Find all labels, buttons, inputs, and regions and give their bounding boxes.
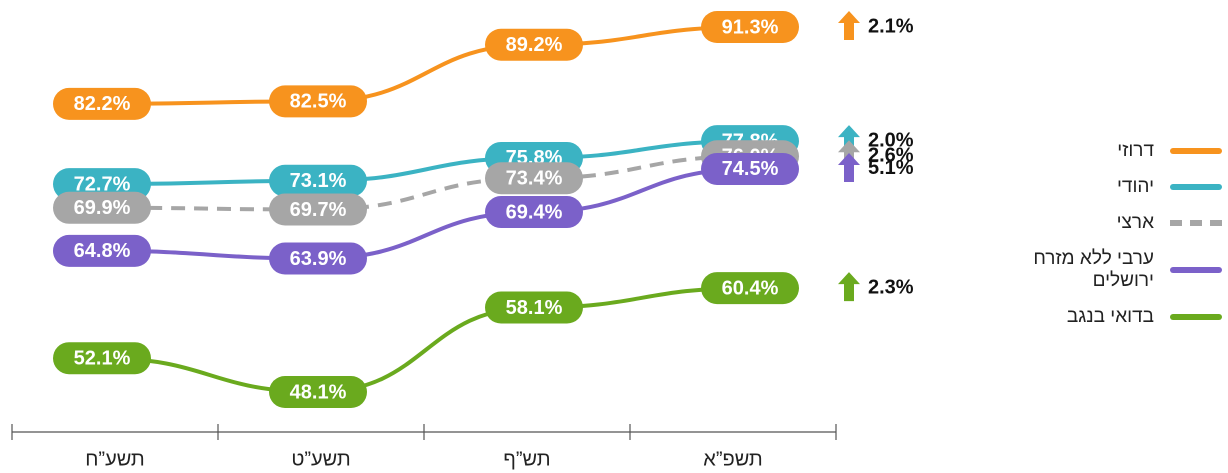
data-label: 52.1% bbox=[74, 347, 131, 369]
legend-swatch bbox=[1170, 148, 1222, 154]
x-tick-label: תש”ף bbox=[503, 448, 550, 470]
data-label: 48.1% bbox=[290, 381, 347, 403]
data-label-bg bbox=[53, 234, 151, 267]
series-line bbox=[101, 286, 751, 395]
legend-swatch bbox=[1170, 314, 1222, 320]
series-line bbox=[101, 139, 751, 187]
data-label-bg bbox=[269, 376, 367, 408]
data-label: 74.5% bbox=[722, 158, 779, 180]
series-line bbox=[101, 166, 751, 261]
data-label-bg bbox=[701, 272, 799, 305]
data-label: 63.9% bbox=[290, 248, 347, 270]
data-label-bg bbox=[485, 28, 583, 61]
data-label-bg bbox=[701, 11, 799, 43]
legend-label: בדואי בנגב bbox=[1066, 306, 1154, 327]
change-label: 2.6% bbox=[868, 145, 914, 167]
legend: דרוזי יהודי ארצי ערבי ללא מזרח ירושלים בדואי… bbox=[960, 140, 1222, 328]
data-label: 69.7% bbox=[290, 199, 347, 221]
data-label-bg bbox=[53, 191, 151, 224]
legend-label: דרוזי bbox=[1117, 140, 1154, 161]
x-tick-label: תשע”ח bbox=[85, 448, 144, 470]
data-label-bg bbox=[53, 87, 151, 120]
legend-label: יהודי bbox=[1117, 176, 1154, 197]
change-arrow bbox=[838, 152, 860, 182]
change-label: 2.0% bbox=[868, 129, 914, 151]
data-label: 64.8% bbox=[74, 240, 131, 262]
series-line bbox=[101, 154, 751, 212]
data-label: 89.2% bbox=[506, 34, 563, 56]
legend-label: ארצי bbox=[1116, 212, 1154, 233]
legend-item: בדואי בנגב bbox=[960, 306, 1222, 328]
data-label: 60.4% bbox=[722, 277, 779, 299]
series-line bbox=[101, 25, 751, 106]
data-label-bg bbox=[485, 162, 583, 195]
data-label-bg bbox=[485, 196, 583, 229]
data-label-bg bbox=[269, 193, 367, 226]
legend-item: ערבי ללא מזרח ירושלים bbox=[960, 248, 1222, 292]
legend-label: ערבי ללא מזרח ירושלים bbox=[1033, 248, 1154, 291]
legend-swatch bbox=[1170, 184, 1222, 190]
x-tick-label: תשפ”א bbox=[703, 448, 762, 470]
data-label: 82.5% bbox=[290, 91, 347, 113]
data-label-bg bbox=[701, 152, 799, 185]
change-label: 2.3% bbox=[868, 276, 914, 298]
data-label: 69.4% bbox=[506, 201, 563, 223]
data-label-bg bbox=[485, 291, 583, 324]
data-label: 72.7% bbox=[74, 173, 131, 195]
data-label: 73.4% bbox=[506, 168, 563, 190]
change-arrow bbox=[838, 125, 860, 155]
legend-swatch bbox=[1170, 220, 1222, 226]
data-label: 58.1% bbox=[506, 297, 563, 319]
data-label: 69.9% bbox=[74, 197, 131, 219]
data-label: 91.3% bbox=[722, 16, 779, 38]
data-label: 73.1% bbox=[290, 170, 347, 192]
change-label: 5.1% bbox=[868, 157, 914, 179]
change-arrow bbox=[838, 11, 860, 40]
data-label-bg bbox=[269, 85, 367, 118]
data-label-bg bbox=[269, 242, 367, 275]
change-label: 2.1% bbox=[868, 15, 914, 37]
data-label-bg bbox=[269, 164, 367, 197]
change-arrow bbox=[838, 272, 860, 302]
data-label-bg bbox=[53, 342, 151, 375]
legend-item: דרוזי bbox=[960, 140, 1222, 162]
legend-item: יהודי bbox=[960, 176, 1222, 198]
legend-item: ארצי bbox=[960, 212, 1222, 234]
x-tick-label: תשע”ט bbox=[291, 448, 350, 470]
legend-swatch bbox=[1170, 267, 1222, 273]
data-label: 82.2% bbox=[74, 93, 131, 115]
